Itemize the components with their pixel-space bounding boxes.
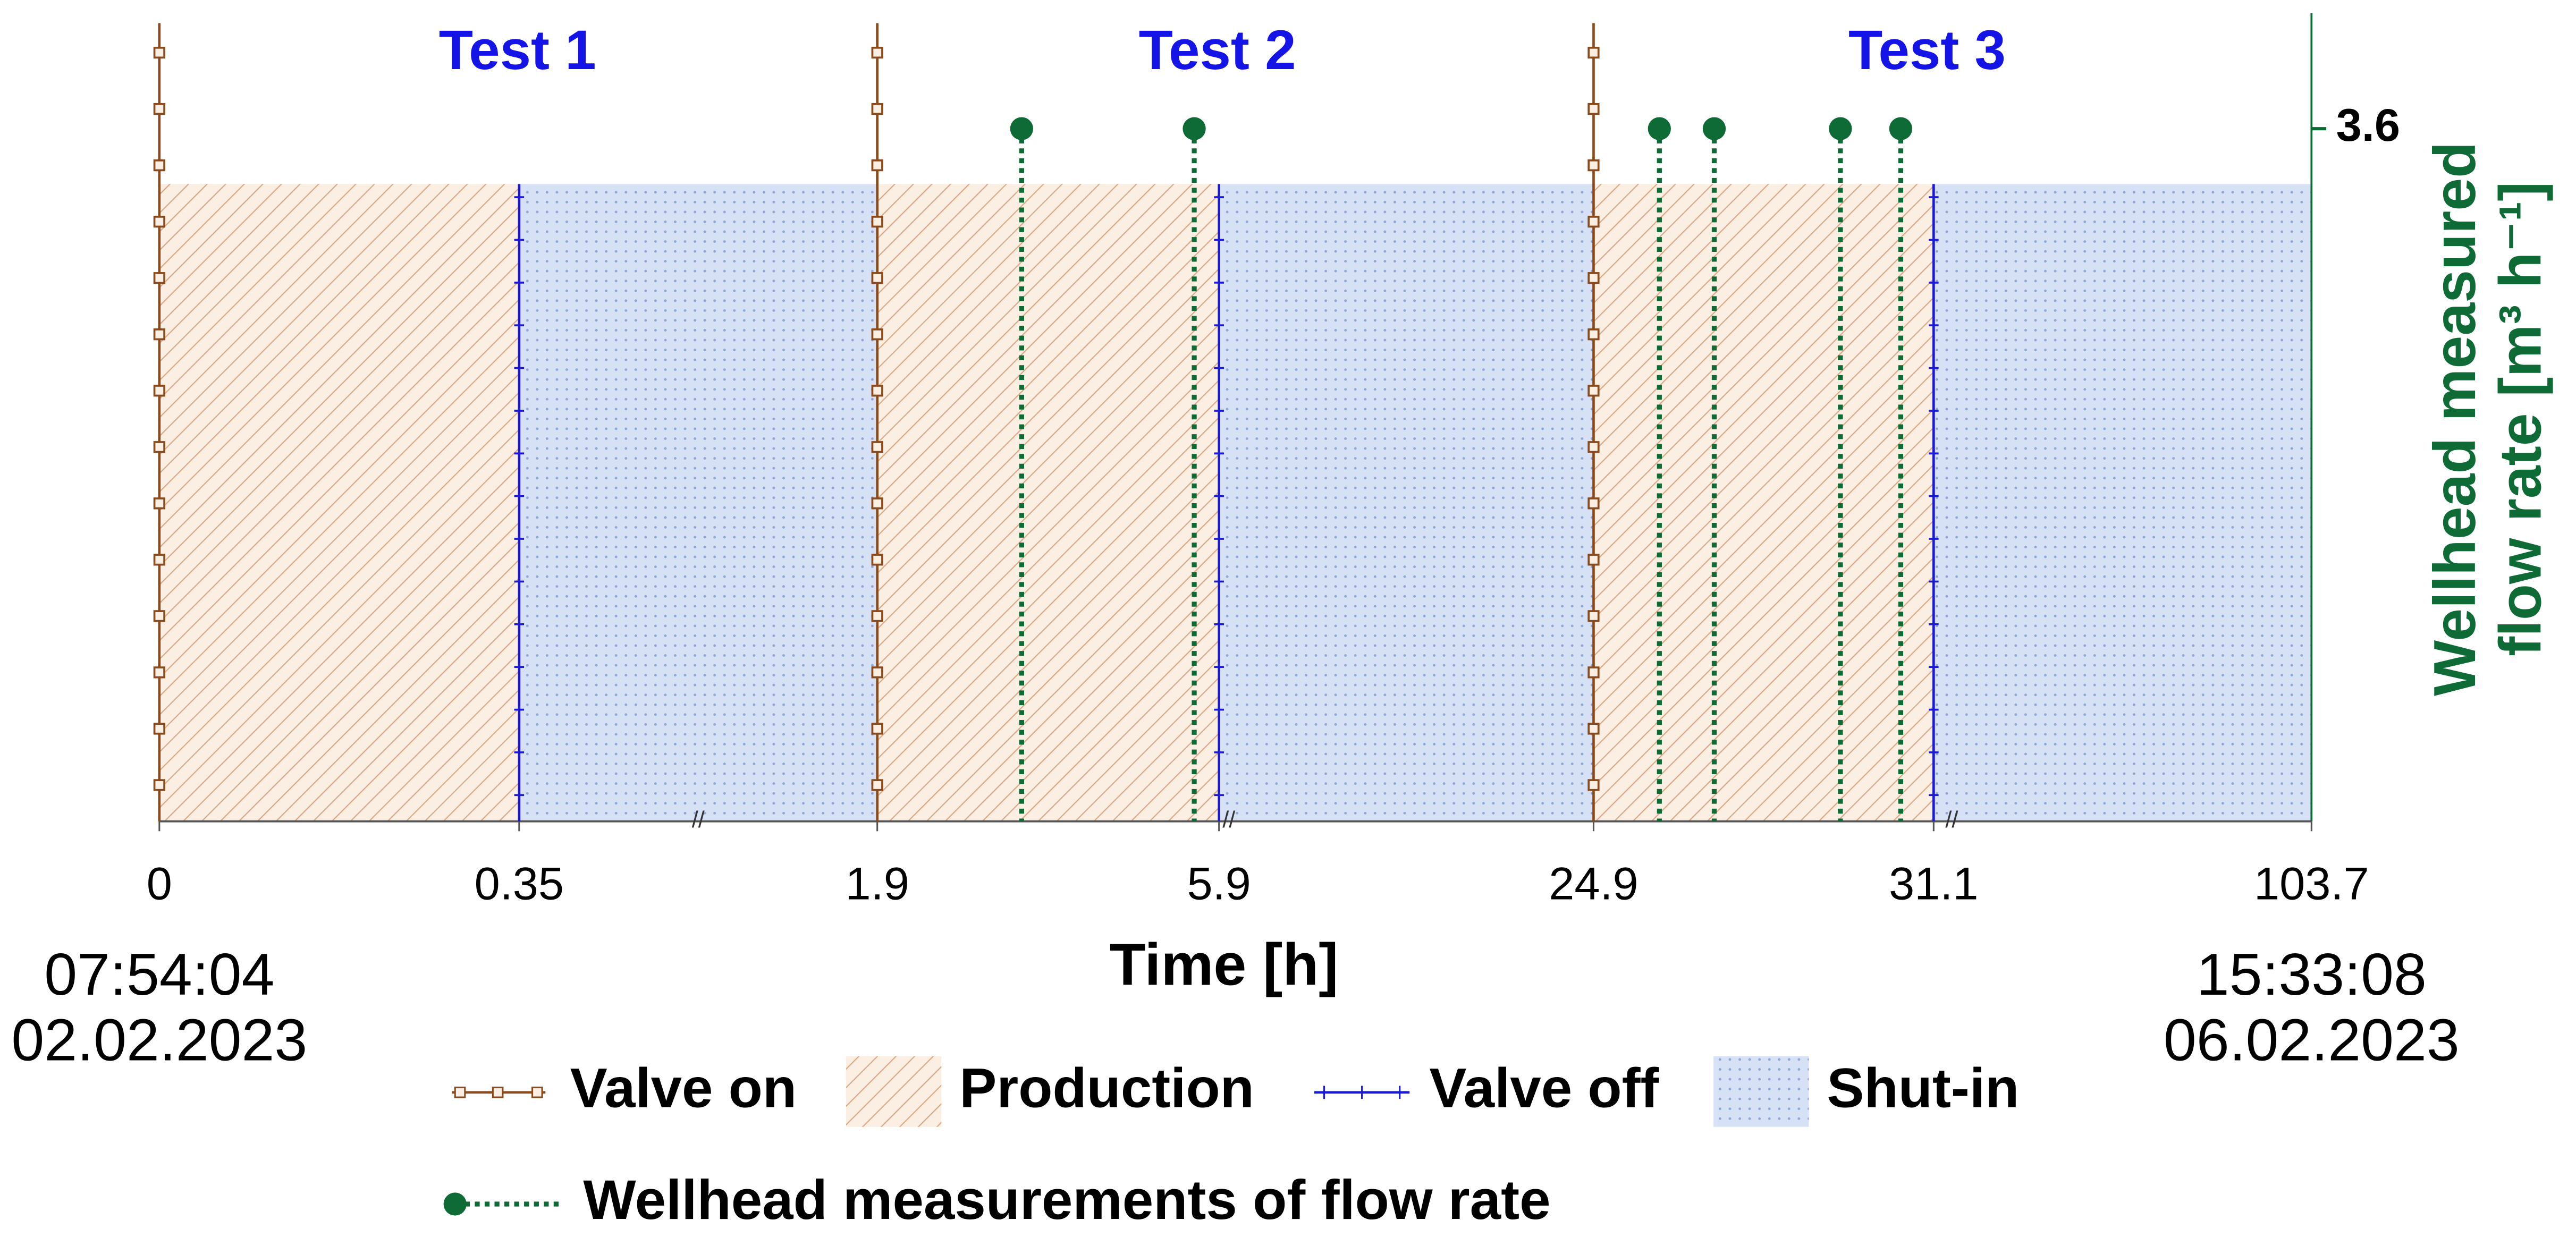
valve-on-marker xyxy=(871,441,883,453)
production-interval xyxy=(159,184,519,821)
valve-on-marker xyxy=(153,441,165,453)
valve-on-marker xyxy=(153,103,165,115)
legend-shut-in xyxy=(1713,1056,1809,1127)
production-interval xyxy=(1593,184,1934,821)
legend-label: Wellhead measurements of flow rate xyxy=(583,1169,1550,1231)
valve-on-marker xyxy=(871,666,883,679)
valve-on-marker xyxy=(1587,216,1600,228)
valve-on-marker xyxy=(1587,441,1600,453)
valve-on-marker xyxy=(1587,666,1600,679)
legend-label: Production xyxy=(959,1057,1254,1120)
valve-on-marker xyxy=(153,779,165,791)
valve-on-marker xyxy=(871,554,883,566)
valve-on-marker xyxy=(153,328,165,341)
valve-on-marker xyxy=(871,328,883,341)
valve-on-marker xyxy=(871,159,883,172)
plot-area: // // // 0 0.35 1.9 5.9 24.9 31.1 103.7 3.6 Test 1 T… xyxy=(147,13,2400,909)
axis-break: // xyxy=(692,807,705,833)
x-tick-label: 24.9 xyxy=(1549,858,1638,909)
valve-on-marker xyxy=(153,385,165,397)
y2-axis-label-line: Wellhead measured xyxy=(2421,142,2488,696)
valve-on-marker xyxy=(1587,497,1600,510)
end-time: 15:33:08 xyxy=(2197,941,2427,1007)
measurement-point xyxy=(1829,117,1852,140)
valve-on-marker xyxy=(871,385,883,397)
valve-on-marker xyxy=(1587,554,1600,566)
x-tick-label: 0.35 xyxy=(475,858,564,909)
x-tick-label: 103.7 xyxy=(2254,858,2369,909)
legend-label: Shut-in xyxy=(1827,1057,2019,1120)
legend-valve-on-marker xyxy=(531,1086,543,1098)
x-tick-label: 5.9 xyxy=(1187,858,1251,909)
valve-on-marker xyxy=(871,216,883,228)
measurement-point xyxy=(1010,117,1033,140)
measurement-point xyxy=(1889,117,1913,140)
valve-on-marker xyxy=(871,272,883,284)
x-axis-label: Time [h] xyxy=(1110,931,1339,997)
valve-on-marker xyxy=(153,723,165,735)
valve-on-marker xyxy=(153,46,165,59)
measurement-point xyxy=(1702,117,1726,140)
valve-on-marker xyxy=(153,554,165,566)
valve-on-marker xyxy=(1587,272,1600,284)
valve-on-marker xyxy=(153,272,165,284)
test-label: Test 1 xyxy=(439,19,596,81)
x-tick-label: 31.1 xyxy=(1889,858,1978,909)
valve-on-marker xyxy=(153,497,165,510)
valve-on-marker xyxy=(1587,385,1600,397)
legend-label: Valve on xyxy=(570,1057,797,1120)
valve-on-marker xyxy=(1587,779,1600,791)
valve-on-marker xyxy=(1587,723,1600,735)
valve-on-marker xyxy=(1587,159,1600,172)
test-label: Test 2 xyxy=(1139,19,1296,81)
x-tick-label: 0 xyxy=(147,858,172,909)
valve-on-marker xyxy=(871,610,883,622)
end-date: 06.02.2023 xyxy=(2164,1007,2460,1073)
valve-on-marker xyxy=(1587,610,1600,622)
production-interval xyxy=(877,184,1219,821)
axis-break: // xyxy=(1945,807,1958,833)
valve-on-marker xyxy=(153,159,165,172)
axis-break: // xyxy=(1222,807,1236,833)
valve-on-marker xyxy=(1587,328,1600,341)
y2-axis-label: Wellhead measured flow rate [m³ h⁻¹] xyxy=(2421,142,2554,696)
legend-valve-on-marker xyxy=(492,1086,504,1098)
valve-on-marker xyxy=(871,103,883,115)
measurement-point xyxy=(1648,117,1671,140)
test-label: Test 3 xyxy=(1848,19,2006,81)
legend-measurement-point xyxy=(443,1192,467,1216)
valve-on-marker xyxy=(871,779,883,791)
valve-on-marker xyxy=(1587,103,1600,115)
valve-on-marker xyxy=(871,46,883,59)
legend-label: Valve off xyxy=(1429,1057,1659,1120)
y2-tick-label: 3.6 xyxy=(2336,100,2400,151)
valve-on-marker xyxy=(871,497,883,510)
shut-in-interval xyxy=(1933,184,2312,821)
x-tick-label: 1.9 xyxy=(846,858,909,909)
valve-on-marker xyxy=(153,666,165,679)
valve-on-marker xyxy=(871,723,883,735)
legend-production xyxy=(846,1056,942,1127)
valve-on-marker xyxy=(153,216,165,228)
legend-valve-on-marker xyxy=(454,1086,466,1098)
start-date: 02.02.2023 xyxy=(11,1007,307,1073)
legend: Valve on Production Valve off Shut-in Wellhe… xyxy=(443,1056,2019,1231)
valve-on-marker xyxy=(1587,46,1600,59)
shut-in-interval xyxy=(1219,184,1594,821)
y2-axis-label-line: flow rate [m³ h⁻¹] xyxy=(2487,182,2554,656)
measurement-point xyxy=(1183,117,1206,140)
valve-on-marker xyxy=(153,610,165,622)
shut-in-interval xyxy=(519,184,877,821)
start-time: 07:54:04 xyxy=(44,941,274,1007)
